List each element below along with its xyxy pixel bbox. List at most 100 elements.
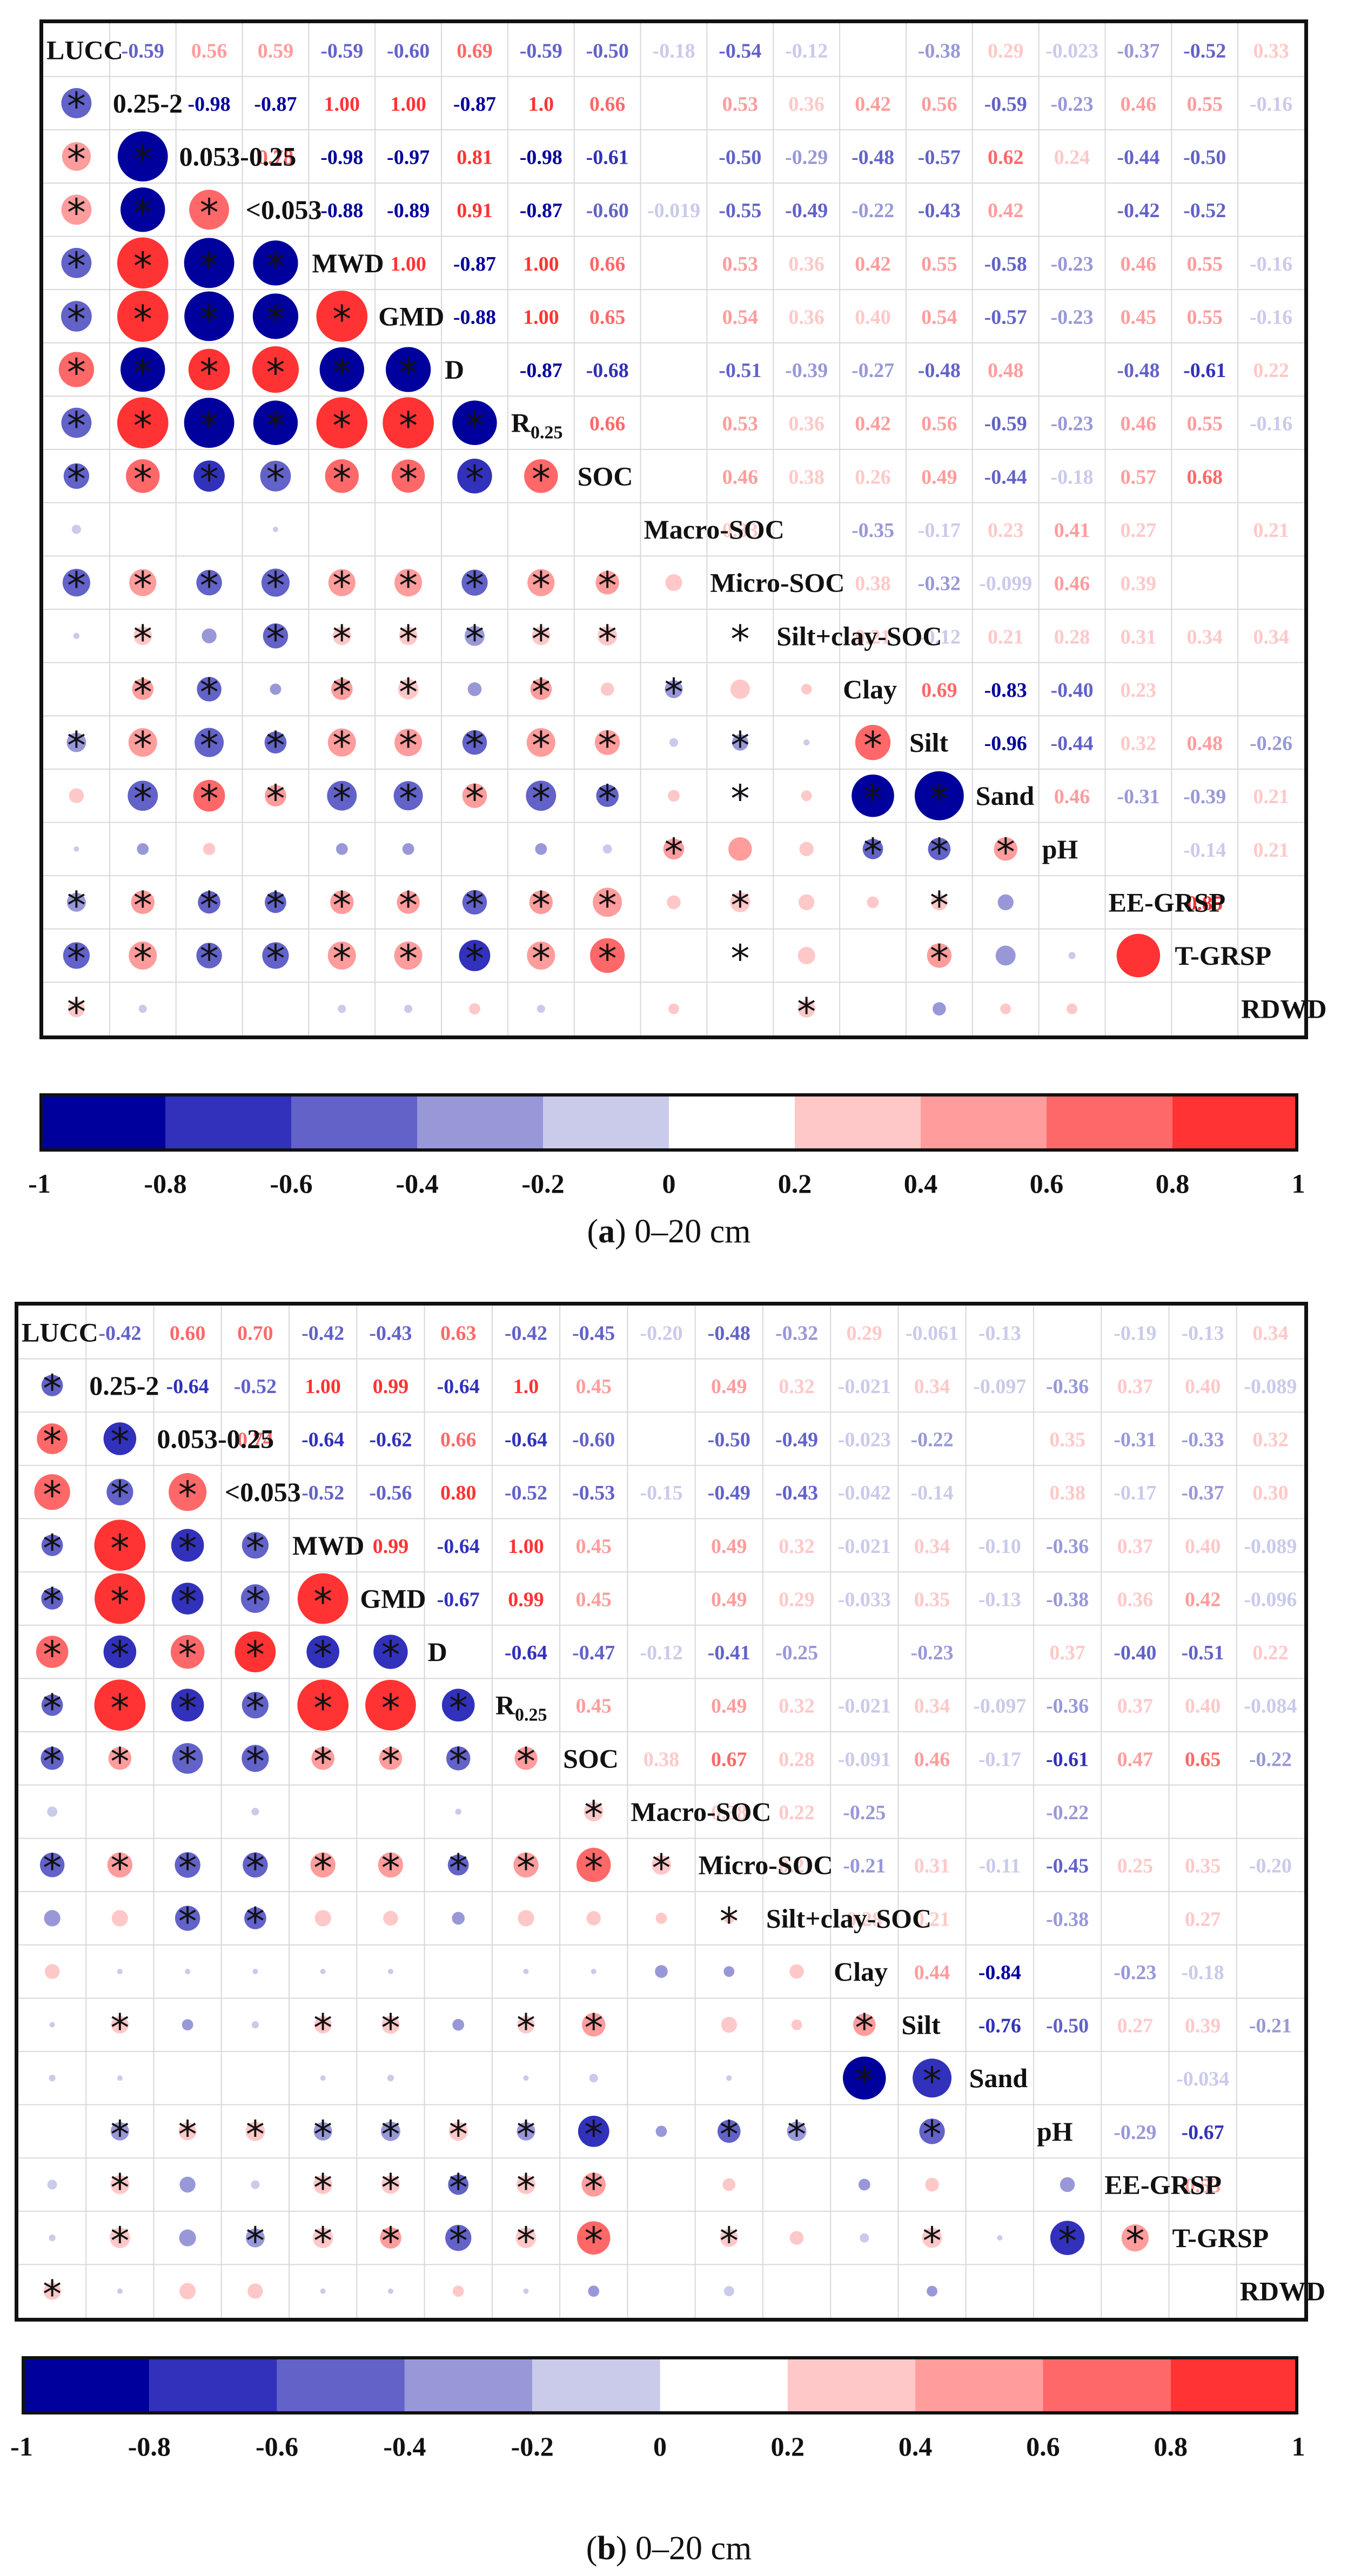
significance-star: * [67, 564, 86, 608]
corr-circle-ee-grsp-d [462, 890, 487, 915]
corr-value-0-053-ee-grsp: -0.42 [1117, 199, 1159, 222]
corr-value-0-053-soc: -0.53 [572, 1482, 615, 1504]
significance-star: * [67, 724, 86, 768]
significance-star: * [584, 2006, 603, 2050]
corr-circle-ee-grsp-macro-soc [657, 2180, 666, 2189]
corr-circle-macro-soc-r0-25 [523, 1809, 529, 1814]
significance-star: * [178, 1526, 197, 1571]
corr-value-0-053-macro-soc: -0.019 [647, 199, 700, 222]
corr-value-lucc-0-053: 0.70 [237, 1322, 273, 1344]
corr-circle-macro-soc-soc [584, 1802, 604, 1821]
corr-circle-0-053-0-25-lucc [62, 142, 91, 171]
corr-circle-macro-soc-mwd [320, 1809, 326, 1814]
corr-circle-rdwd-mwd [338, 1005, 346, 1013]
significance-star: * [246, 1899, 265, 1943]
corr-circle-silt-0-053 [264, 731, 287, 754]
corr-circle-silt-clay-soc-soc [586, 1911, 601, 1926]
corr-value-micro-soc-sand: -0.099 [979, 573, 1032, 595]
corr-value-gmd-d: -0.88 [453, 306, 496, 328]
corr-circle-silt-0-25-2 [111, 2016, 129, 2034]
significance-star: * [313, 1633, 332, 1677]
corr-value-silt-clay-soc-silt: 0.21 [914, 1908, 950, 1931]
corr-circle-ee-grsp-r0-25 [529, 890, 553, 914]
corr-circle-silt-clay-soc-mwd [314, 1910, 331, 1927]
significance-star: * [67, 937, 86, 981]
corr-value-d-clay: -0.27 [852, 359, 894, 382]
corr-value-clay-silt: 0.69 [921, 679, 957, 702]
significance-star: * [332, 777, 351, 821]
corr-value-macro-soc-silt-clay-soc: 0.22 [779, 1801, 815, 1824]
corr-circle-sand-micro-soc [737, 793, 743, 799]
corr-value-macro-soc-ee-grsp: 0.16 [1117, 1801, 1154, 1824]
corr-circle-gmd-0-053 [252, 293, 299, 339]
corr-value-soc-t-grsp: 0.65 [1185, 1748, 1221, 1771]
significance-star: * [133, 297, 152, 341]
corr-circle-micro-soc-d [447, 1854, 469, 1876]
corr-circle-d-gmd [373, 1635, 408, 1669]
corr-value-0-053-0-25-soc: -0.60 [572, 1429, 615, 1451]
colorbar-segment [22, 2356, 150, 2414]
corr-circle-sand-mwd [327, 781, 357, 811]
corr-value-d-silt: -0.23 [910, 1642, 953, 1664]
corr-value-d-silt: -0.48 [918, 359, 961, 382]
significance-star: * [313, 2006, 332, 2050]
corr-circle-soc-d [457, 459, 492, 494]
corr-value-0-053-r0-25: -0.52 [505, 1482, 547, 1504]
significance-star: * [720, 1899, 739, 1943]
corr-circle-clay-mwd [331, 678, 353, 700]
corr-circle-soc-d [446, 1746, 471, 1771]
variable-label-rdwd: RDWD [1241, 994, 1326, 1024]
corr-value-clay-ph: -0.40 [1050, 679, 1093, 702]
corr-value-silt-clay-soc-ph: -0.38 [1046, 1908, 1089, 1931]
corr-circle-micro-soc-macro-soc [652, 1855, 671, 1875]
variable-label-ph: pH [1042, 834, 1078, 864]
corr-value-gmd-rdwd: -0.096 [1244, 1588, 1297, 1611]
corr-circle-micro-soc-gmd [378, 1852, 404, 1878]
significance-star: * [449, 2165, 468, 2210]
colorbar-tick-label: 0.4 [903, 1168, 938, 1199]
corr-circle-t-grsp-0-053 [262, 942, 289, 969]
corr-circle-macro-soc-gmd [405, 527, 411, 532]
significance-star: * [665, 670, 683, 715]
corr-value-mwd-micro-soc: 0.53 [722, 253, 759, 275]
corr-value-lucc-silt: -0.38 [918, 39, 961, 62]
corr-value-soc-sand: -0.17 [978, 1748, 1021, 1771]
significance-star: * [133, 777, 152, 821]
significance-star: * [863, 777, 882, 821]
corr-value-d-t-grsp: -0.51 [1182, 1642, 1224, 1664]
corr-value-macro-soc-silt: -0.17 [918, 519, 961, 542]
corr-circle-t-grsp-ph [1068, 952, 1076, 959]
corr-circle-sand-0-053-0-25 [193, 779, 225, 812]
corr-value-ph-t-grsp: -0.14 [1183, 839, 1226, 862]
corr-circle-soc-0-053-0-25 [172, 1743, 203, 1774]
significance-star: * [930, 830, 949, 875]
corr-circle-soc-0-053 [260, 460, 291, 492]
corr-circle-mwd-0-053-0-25 [184, 238, 234, 288]
corr-circle-t-grsp-clay [869, 952, 876, 959]
significance-star: * [381, 1686, 400, 1731]
significance-star: * [923, 2059, 942, 2103]
significance-star: * [1058, 2219, 1077, 2263]
corr-value-mwd-ph: -0.23 [1050, 253, 1093, 275]
corr-value-macro-soc-sand: 0.23 [988, 519, 1024, 542]
corr-value-macro-soc-micro-soc: 0.33 [722, 519, 759, 542]
corr-value-soc-ee-grsp: 0.47 [1117, 1748, 1154, 1771]
corr-circle-t-grsp-silt-clay-soc [789, 2231, 804, 2245]
corr-value-gmd-t-grsp: 0.42 [1185, 1588, 1221, 1611]
corr-circle-silt-gmd [394, 728, 423, 757]
corr-circle-clay-0-053 [270, 683, 281, 695]
corr-value-d-ph: 0.37 [1049, 1642, 1085, 1664]
corr-circle-t-grsp-gmd [394, 941, 423, 970]
corr-value-soc-ph: -0.61 [1046, 1748, 1089, 1771]
corr-circle-silt-gmd [381, 2015, 400, 2034]
corr-circle-clay-silt-clay-soc [789, 1964, 804, 1979]
corr-circle-silt-clay-soc-gmd [399, 627, 418, 645]
significance-star: * [246, 2113, 265, 2157]
variable-label-silt: Silt [909, 728, 949, 758]
corr-value-gmd-silt-clay-soc: 0.29 [779, 1588, 815, 1611]
significance-star: * [178, 1846, 197, 1891]
corr-value-ee-grsp-rdwd: 0.044 [1248, 2174, 1294, 2197]
significance-star: * [730, 617, 749, 661]
variable-label-0-053-0-25: 0.053-0.25 [157, 1424, 274, 1454]
corr-value-silt-clay-soc-ph: 0.28 [1054, 625, 1090, 648]
